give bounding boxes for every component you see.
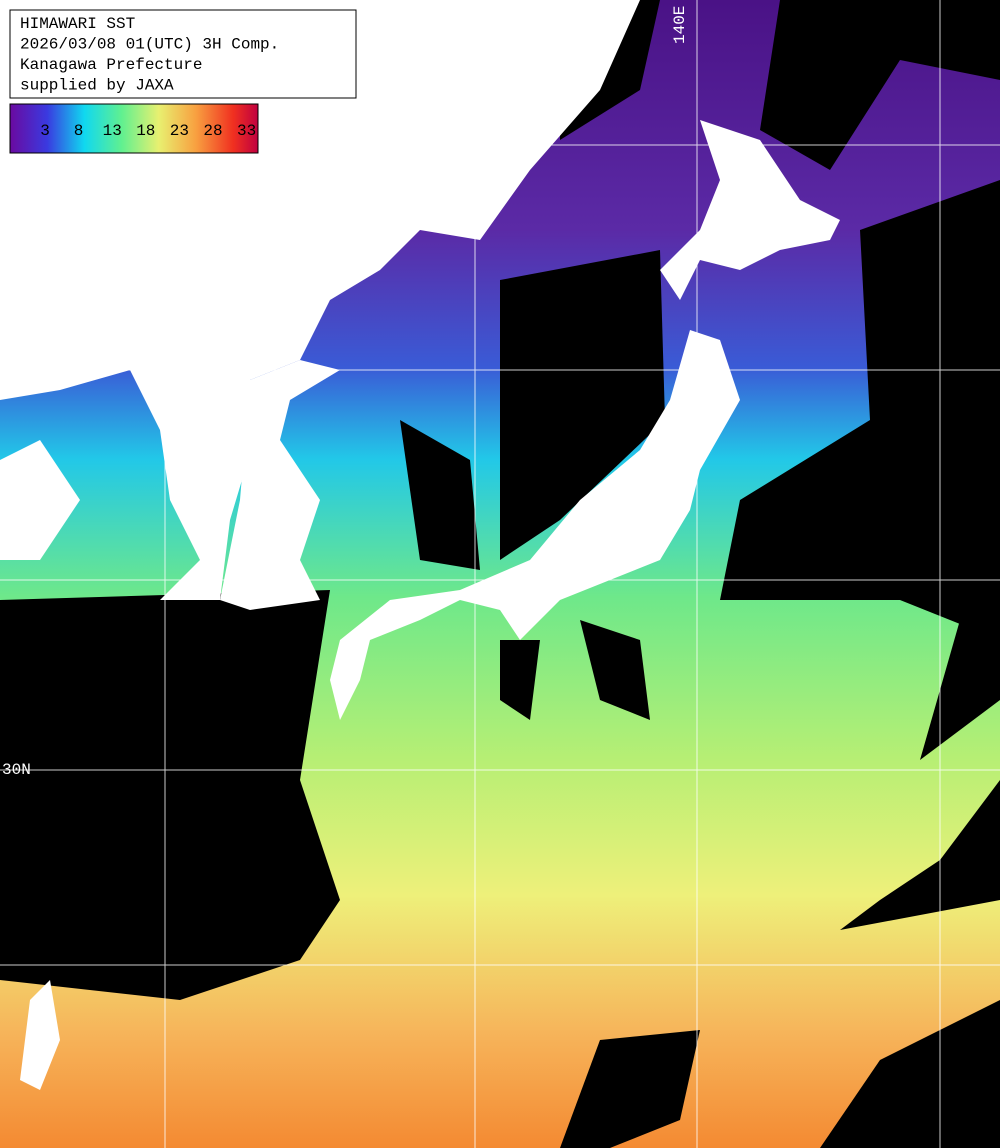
info-text: HIMAWARI SST 2026/03/08 01(UTC) 3H Comp. K…	[20, 15, 279, 95]
color-bar-tick: 18	[136, 122, 155, 140]
color-bar	[9, 103, 259, 154]
info-line: 2026/03/08 01(UTC) 3H Comp.	[20, 36, 279, 54]
longitude-label: 140E	[671, 6, 689, 44]
color-bar-tick: 8	[74, 122, 84, 140]
color-bar-ticks: 3 8 13 18 23 28 33	[40, 122, 256, 140]
latitude-label: 40N	[2, 353, 31, 371]
color-bar-tick: 3	[40, 122, 50, 140]
color-bar-tick: 23	[170, 122, 189, 140]
color-bar-tick: 13	[103, 122, 122, 140]
info-line: Kanagawa Prefecture	[20, 56, 202, 74]
info-line: supplied by JAXA	[20, 77, 174, 95]
latitude-label: 30N	[2, 761, 31, 779]
color-bar-tick: 33	[237, 122, 256, 140]
color-bar-tick: 28	[203, 122, 222, 140]
info-box	[9, 9, 357, 99]
info-line: HIMAWARI SST	[20, 15, 135, 33]
